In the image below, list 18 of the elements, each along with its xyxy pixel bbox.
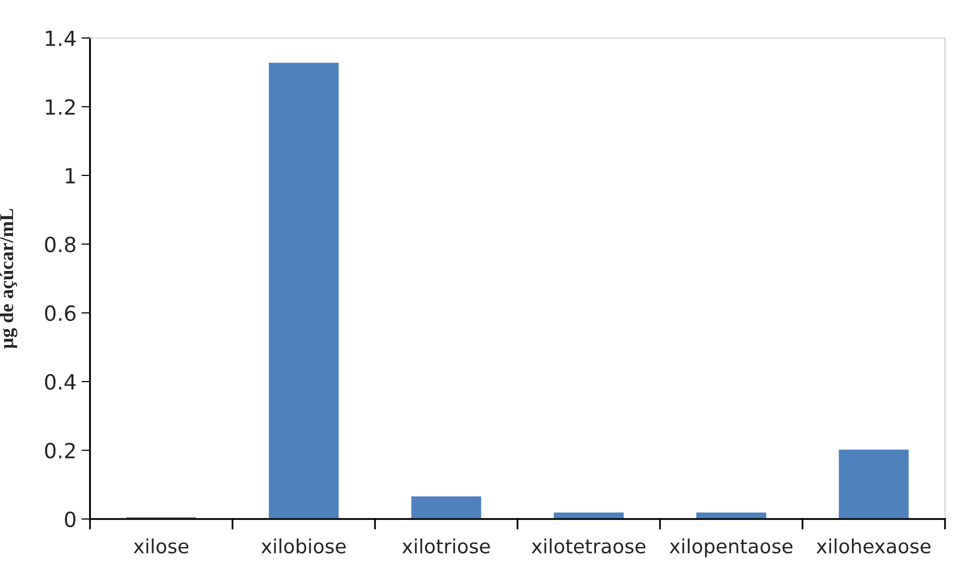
y-tick-label: 1.2	[46, 99, 75, 115]
bar	[837, 448, 910, 519]
bar	[410, 494, 483, 519]
y-axis-title: µg de açúcar/mL	[0, 208, 18, 349]
y-tick-label: 1	[66, 168, 75, 184]
x-tick-label: xilohexaose	[816, 538, 930, 554]
x-tick-label: xilotetraose	[532, 538, 646, 554]
y-tick-label: 0.6	[45, 305, 76, 322]
y-tick-label: 0.8	[45, 236, 76, 252]
x-tick-label: xilobiose	[261, 538, 346, 554]
y-tick-label: 0	[64, 511, 76, 528]
bar	[267, 61, 340, 519]
y-tick-label: 0.4	[45, 374, 76, 390]
x-tick-label: xilotriose	[402, 538, 490, 554]
x-tick-label: xilopentaose	[670, 538, 792, 558]
y-tick-label: 0.2	[45, 442, 75, 458]
x-tick-label: xilose	[134, 538, 188, 554]
y-tick-label: 1.4	[46, 30, 76, 46]
